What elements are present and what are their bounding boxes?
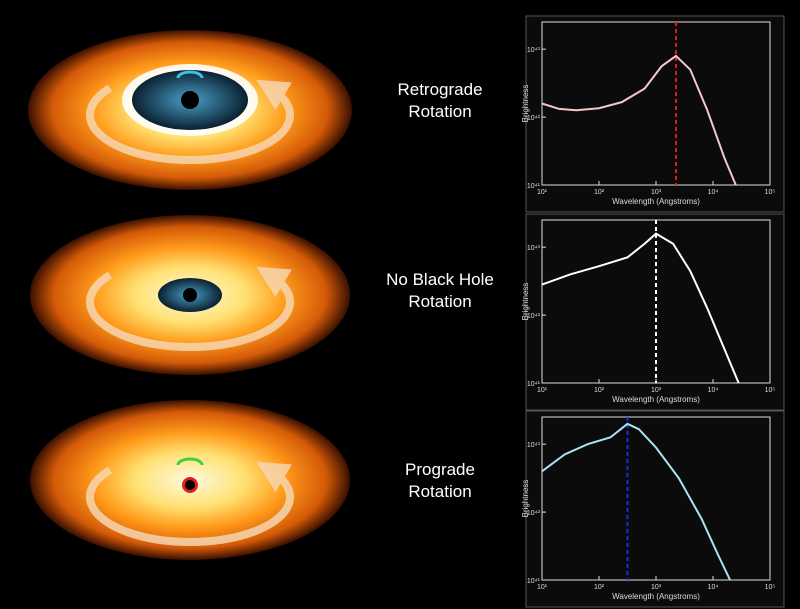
x-tick-label: 10⁴ <box>708 189 719 196</box>
y-tick-label: 10⁴² <box>527 510 541 517</box>
y-axis-label: Brightness <box>521 480 530 518</box>
disk-no-rotation <box>30 215 350 375</box>
x-axis-label: Wavelength (Angstroms) <box>612 395 700 404</box>
chart-frame <box>525 15 785 213</box>
x-tick-label: 10⁵ <box>765 387 776 394</box>
disk-retrograde <box>28 30 352 190</box>
spectrum-line <box>541 232 740 384</box>
x-tick-label: 10³ <box>651 584 662 591</box>
x-tick-label: 10⁴ <box>708 387 719 394</box>
x-tick-label: 10¹ <box>537 584 548 591</box>
x-tick-label: 10³ <box>651 387 662 394</box>
y-tick-label: 10⁴³ <box>527 47 541 54</box>
panel-label: No Black Hole <box>386 270 494 289</box>
y-tick-label: 10⁴¹ <box>527 183 541 190</box>
y-tick-label: 10⁴³ <box>527 442 541 449</box>
panel-label: Retrograde <box>397 80 482 99</box>
y-tick-label: 10⁴² <box>527 313 541 320</box>
disk-prograde <box>30 400 350 560</box>
y-axis-label: Brightness <box>521 283 530 321</box>
chart-frame <box>525 410 785 608</box>
y-tick-label: 10⁴³ <box>527 245 541 252</box>
panel-label: Rotation <box>408 102 471 121</box>
y-tick-label: 10⁴¹ <box>527 578 541 585</box>
y-axis-label: Brightness <box>521 85 530 123</box>
panel-label: Rotation <box>408 292 471 311</box>
y-tick-label: 10⁴² <box>527 115 541 122</box>
x-tick-label: 10² <box>594 189 605 196</box>
spectrum-line <box>541 422 732 581</box>
y-tick-label: 10⁴¹ <box>527 381 541 388</box>
panel-label: Rotation <box>408 482 471 501</box>
x-tick-label: 10³ <box>651 189 662 196</box>
spectrum-line <box>541 54 737 186</box>
x-tick-label: 10⁵ <box>765 584 776 591</box>
x-tick-label: 10⁵ <box>765 189 776 196</box>
x-axis-label: Wavelength (Angstroms) <box>612 592 700 601</box>
x-axis-label: Wavelength (Angstroms) <box>612 197 700 206</box>
x-tick-label: 10² <box>594 387 605 394</box>
x-tick-label: 10¹ <box>537 189 548 196</box>
x-tick-label: 10⁴ <box>708 584 719 591</box>
panel-label: Prograde <box>405 460 475 479</box>
x-tick-label: 10¹ <box>537 387 548 394</box>
x-tick-label: 10² <box>594 584 605 591</box>
